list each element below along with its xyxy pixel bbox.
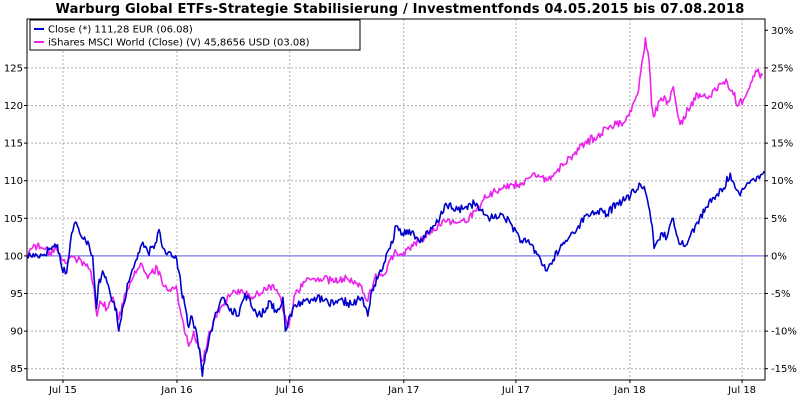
y-right-tick-label: 0% bbox=[771, 251, 787, 262]
y-right-tick-label: -5% bbox=[771, 289, 790, 300]
y-left-tick-label: 95 bbox=[10, 289, 23, 300]
grid-layer bbox=[27, 19, 765, 380]
legend-label-1: iShares MSCI World (Close) (V) 45,8656 U… bbox=[48, 38, 310, 49]
y-right-tick-label: -15% bbox=[771, 364, 797, 375]
legend-box bbox=[29, 19, 361, 51]
series-line-1 bbox=[26, 37, 764, 362]
y-left-tick-label: 110 bbox=[4, 176, 23, 187]
y-left-tick-label: 115 bbox=[4, 139, 23, 150]
y-right-tick-label: 30% bbox=[771, 26, 793, 37]
x-tick-label: Jan 16 bbox=[160, 385, 192, 396]
x-tick-label: Jan 18 bbox=[613, 385, 645, 396]
x-tick-label: Jul 16 bbox=[275, 385, 304, 396]
legend-label-0: Close (*) 111,28 EUR (06.08) bbox=[48, 25, 193, 36]
plot-frame bbox=[26, 18, 766, 381]
y-right-tick-label: 15% bbox=[771, 139, 793, 150]
series-line-0 bbox=[26, 170, 766, 377]
y-left-tick-label: 85 bbox=[10, 364, 23, 375]
x-tick-label: Jul 18 bbox=[727, 385, 756, 396]
plot-area bbox=[27, 19, 765, 380]
y-left-tick-label: 100 bbox=[4, 251, 23, 262]
y-right-tick-label: 5% bbox=[771, 214, 787, 225]
y-left-tick-label: 105 bbox=[4, 214, 23, 225]
chart-title: Warburg Global ETFs-Strategie Stabilisie… bbox=[55, 2, 745, 17]
y-right-tick-label: 10% bbox=[771, 176, 793, 187]
x-tick-label: Jan 17 bbox=[387, 385, 419, 396]
x-tick-label: Jul 15 bbox=[48, 385, 77, 396]
y-left-tick-label: 120 bbox=[4, 101, 23, 112]
y-left-tick-label: 90 bbox=[10, 327, 23, 338]
y-right-tick-label: 25% bbox=[771, 63, 793, 74]
y-right-tick-label: -10% bbox=[771, 327, 797, 338]
series-layer bbox=[26, 37, 766, 377]
x-tick-label: Jul 17 bbox=[501, 385, 530, 396]
y-left-tick-label: 125 bbox=[4, 63, 23, 74]
tick-layer: 85 90 95 100 105 110 115 120 125 30% 25% 20% 15% 10% 5… bbox=[4, 26, 797, 396]
y-right-tick-label: 20% bbox=[771, 101, 793, 112]
legend: Close (*) 111,28 EUR (06.08) iShares MSC… bbox=[29, 19, 361, 51]
